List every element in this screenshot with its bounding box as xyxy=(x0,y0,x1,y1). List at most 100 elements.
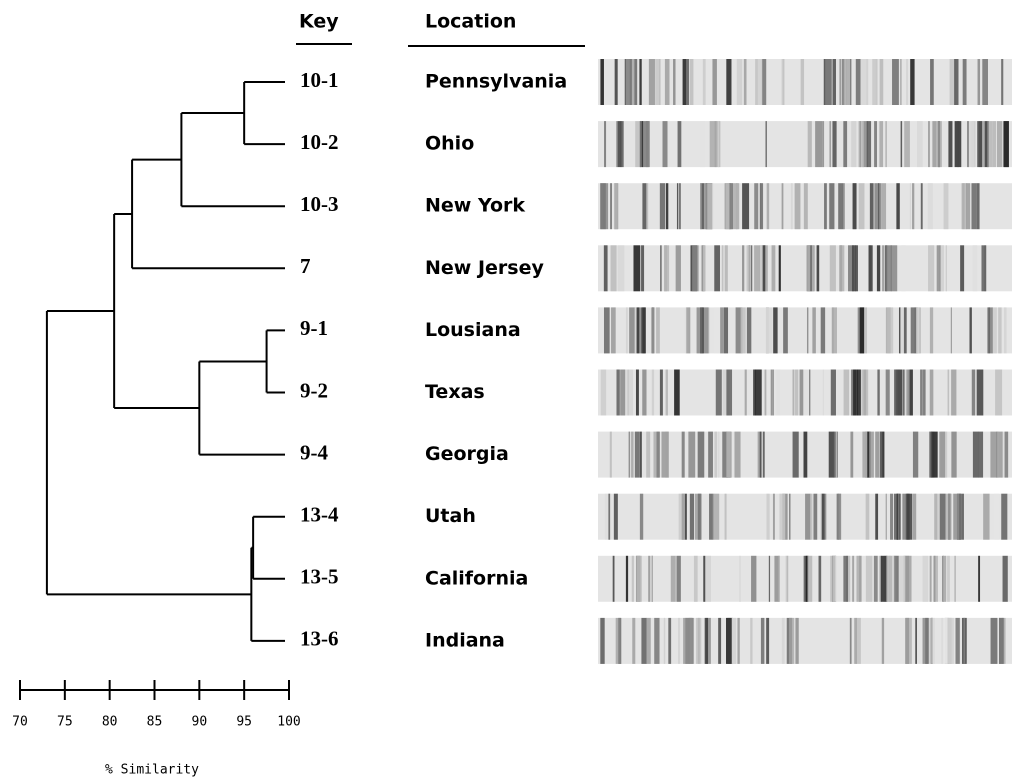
fingerprint-band xyxy=(995,370,1002,416)
fingerprint-band xyxy=(783,307,788,353)
location-header: Location xyxy=(425,11,516,33)
fingerprint-band xyxy=(674,370,680,416)
fingerprint-band xyxy=(639,59,641,105)
leaf-key: 9-4 xyxy=(300,440,328,464)
fingerprint-band xyxy=(782,618,785,664)
fingerprint-band xyxy=(726,370,732,416)
fingerprint-band xyxy=(649,59,655,105)
leaf-location: Lousiana xyxy=(425,319,521,341)
fingerprint-band xyxy=(605,494,612,540)
fingerprint-band xyxy=(844,370,850,416)
fingerprint-band xyxy=(714,432,717,478)
fingerprint-band xyxy=(878,183,879,229)
fingerprint-band xyxy=(604,307,610,353)
fingerprint-band xyxy=(613,556,615,602)
fingerprint-band xyxy=(682,432,685,478)
fingerprint-band xyxy=(830,245,836,291)
fingerprint-band xyxy=(901,245,905,291)
fingerprint-band xyxy=(621,121,624,167)
fingerprint-band xyxy=(778,556,780,602)
fingerprint-band xyxy=(760,183,763,229)
fingerprint-band xyxy=(651,556,652,602)
fingerprint-band xyxy=(886,494,887,540)
fingerprint-band xyxy=(998,307,1001,353)
fingerprint-band xyxy=(850,432,853,478)
fingerprint-band xyxy=(815,121,822,167)
fingerprint-band xyxy=(841,59,842,105)
fingerprint-band xyxy=(978,556,980,602)
fingerprint-band xyxy=(916,307,919,353)
fingerprint-band xyxy=(677,183,678,229)
fingerprint-band xyxy=(955,556,956,602)
fingerprint-band xyxy=(600,618,604,664)
leaf-key: 7 xyxy=(300,254,311,278)
fingerprint-band xyxy=(886,556,891,602)
fingerprint-band xyxy=(879,121,883,167)
fingerprint-band xyxy=(692,245,698,291)
fingerprint-band xyxy=(866,59,868,105)
fingerprint-band xyxy=(776,370,780,416)
axis-label: % Similarity xyxy=(105,763,199,778)
leaf-location: New Jersey xyxy=(425,257,544,279)
fingerprint-band xyxy=(906,618,912,664)
fingerprint-band xyxy=(977,183,980,229)
fingerprint-band xyxy=(789,618,794,664)
fingerprint-band xyxy=(977,121,982,167)
fingerprint-band xyxy=(793,432,799,478)
fingerprint-band xyxy=(912,183,914,229)
fingerprint-band xyxy=(758,59,763,105)
fingerprint-band xyxy=(928,121,930,167)
fingerprint-band xyxy=(804,432,808,478)
fingerprint-band xyxy=(860,307,864,353)
fingerprint-band xyxy=(948,370,950,416)
fingerprint-band xyxy=(642,121,644,167)
fingerprint-band xyxy=(948,618,954,664)
fingerprint-band xyxy=(600,59,604,105)
fingerprint-band xyxy=(614,494,618,540)
fingerprint-band xyxy=(947,556,950,602)
fingerprint-band xyxy=(600,183,606,229)
fingerprint-band xyxy=(794,370,799,416)
fingerprint-band xyxy=(869,432,874,478)
fingerprint-band xyxy=(626,307,628,353)
fingerprint-band xyxy=(852,245,858,291)
fingerprint-band xyxy=(934,494,937,540)
fingerprint-band xyxy=(819,556,822,602)
fingerprint-band xyxy=(765,370,767,416)
fingerprint-band xyxy=(992,121,996,167)
fingerprint-band xyxy=(922,370,923,416)
fingerprint-band xyxy=(829,183,834,229)
fingerprint-band xyxy=(744,59,747,105)
fingerprint-band xyxy=(900,307,903,353)
axis-tick-label: 75 xyxy=(57,715,73,730)
fingerprint-band xyxy=(676,245,681,291)
axis-tick-label: 95 xyxy=(236,715,252,730)
fingerprint-band xyxy=(769,556,770,602)
fingerprint-band xyxy=(856,59,861,105)
fingerprint-band xyxy=(875,432,879,478)
fingerprint-band xyxy=(763,245,766,291)
fingerprint-band xyxy=(825,59,832,105)
fingerprint-band xyxy=(664,245,667,291)
fingerprint-band xyxy=(804,183,808,229)
fingerprint-band xyxy=(720,307,724,353)
fingerprint-band xyxy=(724,307,728,353)
fingerprint-band xyxy=(772,245,776,291)
fingerprint-band xyxy=(642,183,646,229)
fingerprint-bg xyxy=(598,307,1012,353)
fingerprint-band xyxy=(901,121,903,167)
fingerprint-band xyxy=(930,556,932,602)
fingerprint-band xyxy=(690,494,694,540)
fingerprint-band xyxy=(940,494,946,540)
fingerprint-band xyxy=(737,618,739,664)
fingerprint-band xyxy=(676,556,680,602)
fingerprint-band xyxy=(636,556,641,602)
leaf-location: Texas xyxy=(425,381,485,403)
fingerprint-band xyxy=(640,432,642,478)
fingerprint-band xyxy=(930,432,933,478)
fingerprint-band xyxy=(896,494,900,540)
fingerprint-band xyxy=(983,494,989,540)
fingerprint-band xyxy=(963,618,965,664)
fingerprint-band xyxy=(843,121,847,167)
fingerprint-band xyxy=(636,370,639,416)
